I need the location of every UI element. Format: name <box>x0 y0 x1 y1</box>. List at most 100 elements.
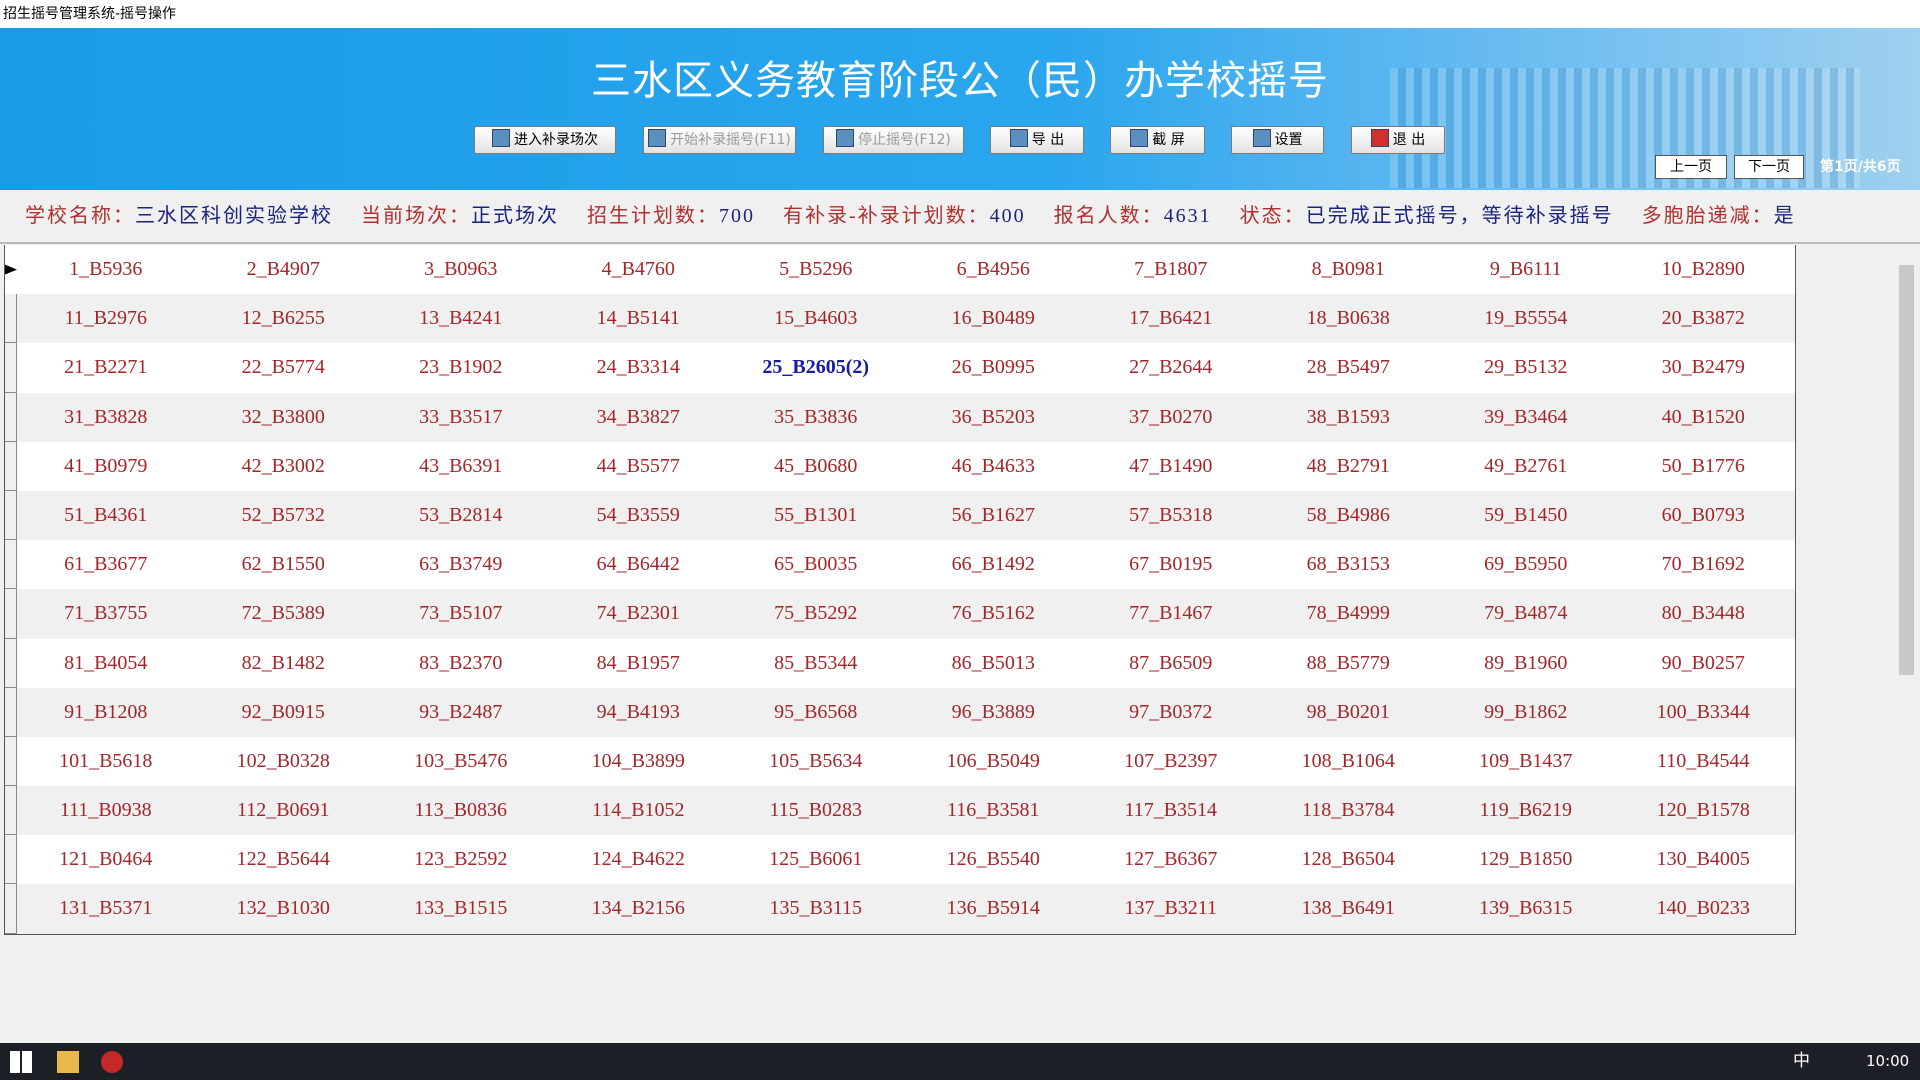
toolbar-button[interactable]: 停止摇号(F12) <box>823 126 964 154</box>
grid-cell[interactable]: 50_B1776 <box>1661 454 1745 477</box>
grid-cell[interactable]: 18_B0638 <box>1306 307 1390 330</box>
grid-cell[interactable]: 130_B4005 <box>1656 848 1750 871</box>
grid-cell[interactable]: 17_B6421 <box>1129 307 1213 330</box>
grid-cell[interactable]: 92_B0915 <box>241 700 325 723</box>
grid-cell[interactable]: 49_B2761 <box>1484 454 1568 477</box>
app-icon[interactable] <box>101 1051 123 1073</box>
grid-cell[interactable]: 79_B4874 <box>1484 602 1568 625</box>
grid-cell[interactable]: 57_B5318 <box>1129 503 1213 526</box>
grid-cell[interactable]: 109_B1437 <box>1479 749 1573 772</box>
grid-row[interactable]: 21_B2271 22_B5774 23_B1902 24_B3314 25_B2605… <box>5 343 1795 393</box>
ime-indicator[interactable]: 中 <box>1793 1051 1810 1071</box>
grid-cell[interactable]: 65_B0035 <box>774 553 858 576</box>
grid-cell[interactable]: 66_B1492 <box>951 553 1035 576</box>
toolbar-button[interactable]: 截 屏 <box>1110 126 1205 154</box>
grid-cell[interactable]: 132_B1030 <box>236 897 330 920</box>
grid-cell[interactable]: 12_B6255 <box>241 307 325 330</box>
grid-cell[interactable]: 33_B3517 <box>419 405 503 428</box>
row-header[interactable] <box>5 786 17 836</box>
grid-cell[interactable]: 37_B0270 <box>1129 405 1213 428</box>
grid-cell[interactable]: 110_B4544 <box>1656 749 1750 772</box>
grid-cell[interactable]: 32_B3800 <box>241 405 325 428</box>
grid-cell[interactable]: 86_B5013 <box>951 651 1035 674</box>
grid-cell[interactable]: 54_B3559 <box>596 503 680 526</box>
grid-row[interactable]: 11_B2976 12_B6255 13_B4241 14_B5141 15_B4603… <box>5 294 1795 344</box>
grid-cell[interactable]: 70_B1692 <box>1661 553 1745 576</box>
grid-cell[interactable]: 121_B0464 <box>59 848 153 871</box>
grid-cell[interactable]: 135_B3115 <box>769 897 863 920</box>
row-header[interactable] <box>5 540 17 590</box>
grid-cell[interactable]: 99_B1862 <box>1484 700 1568 723</box>
grid-cell[interactable]: 21_B2271 <box>64 356 148 379</box>
grid-cell[interactable]: 51_B4361 <box>64 503 148 526</box>
grid-cell[interactable]: 115_B0283 <box>769 799 863 822</box>
grid-cell[interactable]: 45_B0680 <box>774 454 858 477</box>
start-button[interactable] <box>10 1051 32 1073</box>
grid-cell[interactable]: 138_B6491 <box>1301 897 1395 920</box>
grid-cell[interactable]: 83_B2370 <box>419 651 503 674</box>
grid-cell[interactable]: 8_B0981 <box>1311 258 1385 280</box>
row-header[interactable] <box>5 687 17 737</box>
grid-cell[interactable]: 78_B4999 <box>1306 602 1390 625</box>
grid-cell[interactable]: 128_B6504 <box>1301 848 1395 871</box>
row-header[interactable] <box>5 343 17 393</box>
grid-cell[interactable]: 30_B2479 <box>1661 356 1745 379</box>
grid-cell[interactable]: 139_B6315 <box>1479 897 1573 920</box>
grid-cell[interactable]: 72_B5389 <box>241 602 325 625</box>
grid-cell[interactable]: 81_B4054 <box>64 651 148 674</box>
row-header[interactable] <box>5 638 17 688</box>
grid-cell[interactable]: 125_B6061 <box>769 848 863 871</box>
grid-cell[interactable]: 80_B3448 <box>1661 602 1745 625</box>
toolbar-button[interactable]: 退 出 <box>1351 126 1445 154</box>
grid-cell[interactable]: 93_B2487 <box>419 700 503 723</box>
grid-cell[interactable]: 41_B0979 <box>64 454 148 477</box>
grid-cell[interactable]: 97_B0372 <box>1129 700 1213 723</box>
grid-cell[interactable]: 94_B4193 <box>596 700 680 723</box>
next-page-button[interactable]: 下一页 <box>1734 155 1804 179</box>
grid-cell[interactable]: 24_B3314 <box>596 356 680 379</box>
grid-cell[interactable]: 42_B3002 <box>241 454 325 477</box>
grid-cell[interactable]: 101_B5618 <box>59 749 153 772</box>
grid-cell[interactable]: 26_B0995 <box>951 356 1035 379</box>
grid-cell[interactable]: 107_B2397 <box>1124 749 1218 772</box>
grid-cell[interactable]: 85_B5344 <box>774 651 858 674</box>
grid-cell[interactable]: 103_B5476 <box>414 749 508 772</box>
grid-cell[interactable]: 55_B1301 <box>774 503 858 526</box>
grid-cell[interactable]: 29_B5132 <box>1484 356 1568 379</box>
grid-cell[interactable]: 96_B3889 <box>951 700 1035 723</box>
grid-cell[interactable]: 28_B5497 <box>1306 356 1390 379</box>
row-header[interactable] <box>5 589 17 639</box>
grid-cell[interactable]: 127_B6367 <box>1124 848 1218 871</box>
toolbar-button[interactable]: 开始补录摇号(F11) <box>643 126 796 154</box>
grid-cell[interactable]: 53_B2814 <box>419 503 503 526</box>
grid-cell[interactable]: 38_B1593 <box>1306 405 1390 428</box>
grid-cell[interactable]: 10_B2890 <box>1661 258 1745 280</box>
grid-cell[interactable]: 112_B0691 <box>236 799 330 822</box>
grid-cell[interactable]: 114_B1052 <box>591 799 685 822</box>
grid-cell[interactable]: 126_B5540 <box>946 848 1040 871</box>
grid-cell[interactable]: 89_B1960 <box>1484 651 1568 674</box>
grid-cell[interactable]: 7_B1807 <box>1134 258 1208 280</box>
grid-cell[interactable]: 113_B0836 <box>414 799 508 822</box>
grid-cell[interactable]: 20_B3872 <box>1661 307 1745 330</box>
grid-cell[interactable]: 140_B0233 <box>1656 897 1750 920</box>
grid-cell[interactable]: 77_B1467 <box>1129 602 1213 625</box>
grid-cell[interactable]: 6_B4956 <box>956 258 1030 280</box>
grid-cell[interactable]: 4_B4760 <box>601 258 675 280</box>
explorer-icon[interactable] <box>57 1051 79 1073</box>
grid-cell[interactable]: 52_B5732 <box>241 503 325 526</box>
grid-cell[interactable]: 105_B5634 <box>769 749 863 772</box>
row-header[interactable] <box>5 490 17 541</box>
grid-cell[interactable]: 16_B0489 <box>951 307 1035 330</box>
grid-cell[interactable]: 136_B5914 <box>946 897 1040 920</box>
grid-cell[interactable]: 122_B5644 <box>236 848 330 871</box>
grid-row[interactable]: 121_B0464 122_B5644 123_B2592 124_B4622 125_… <box>5 835 1795 885</box>
grid-cell[interactable]: 133_B1515 <box>414 897 508 920</box>
grid-row[interactable]: 41_B0979 42_B3002 43_B6391 44_B5577 45_B0680… <box>5 441 1795 491</box>
grid-cell[interactable]: 40_B1520 <box>1661 405 1745 428</box>
grid-cell[interactable]: 67_B0195 <box>1129 553 1213 576</box>
row-header[interactable] <box>5 392 17 442</box>
grid-cell[interactable]: 102_B0328 <box>236 749 330 772</box>
toolbar-button[interactable]: 进入补录场次 <box>474 126 616 154</box>
grid-cell[interactable]: 68_B3153 <box>1306 553 1390 576</box>
